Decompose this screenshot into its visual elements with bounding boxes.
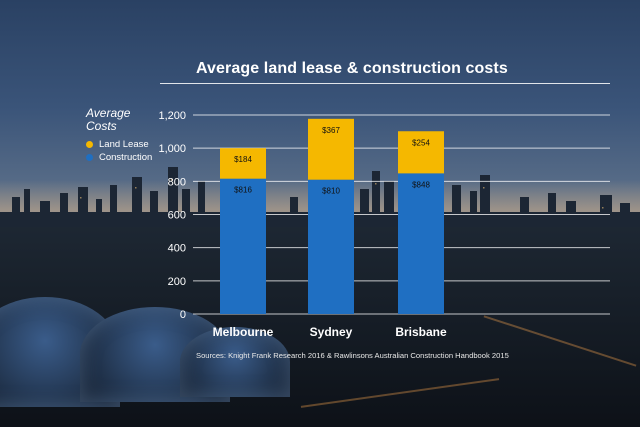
data-label: $254 — [412, 138, 430, 147]
chart-title: Average land lease & construction costs — [196, 60, 508, 77]
bar-segment — [220, 178, 266, 314]
data-label: $367 — [322, 126, 340, 135]
bar-segment — [308, 179, 354, 314]
legend-swatch-land-lease — [86, 141, 93, 148]
bar-segment — [308, 118, 354, 180]
bar-segment — [398, 131, 444, 174]
y-tick-label: 0 — [180, 309, 186, 321]
bar-segment — [398, 173, 444, 314]
y-tick-label: 200 — [168, 276, 186, 288]
x-category-label: Brisbane — [395, 325, 447, 339]
legend-item-construction: Construction — [86, 152, 152, 163]
legend-title-line-1: Average — [86, 106, 131, 120]
y-tick-label: 800 — [168, 176, 186, 188]
x-category-label: Sydney — [310, 325, 353, 339]
y-tick-label: 400 — [168, 243, 186, 255]
y-tick-label: 600 — [168, 210, 186, 222]
legend-label-construction: Construction — [99, 152, 153, 163]
data-label: $184 — [234, 155, 252, 164]
data-label: $816 — [234, 186, 252, 195]
data-label: $848 — [412, 180, 430, 189]
legend-title: Average Costs — [86, 107, 166, 133]
legend-label-land-lease: Land Lease — [99, 139, 149, 150]
x-category-label: Melbourne — [213, 325, 274, 339]
dome-roof-right — [180, 327, 290, 397]
legend-title-line-2: Costs — [86, 119, 117, 133]
title-underline — [160, 83, 610, 84]
bar-segment — [220, 148, 266, 179]
legend-swatch-construction — [86, 154, 93, 161]
legend-item-land-lease: Land Lease — [86, 139, 149, 150]
data-label: $810 — [322, 187, 340, 196]
y-tick-label: 1,000 — [158, 143, 186, 155]
y-tick-label: 1,200 — [158, 110, 186, 122]
source-note: Sources: Knight Frank Research 2016 & Ra… — [196, 351, 509, 360]
